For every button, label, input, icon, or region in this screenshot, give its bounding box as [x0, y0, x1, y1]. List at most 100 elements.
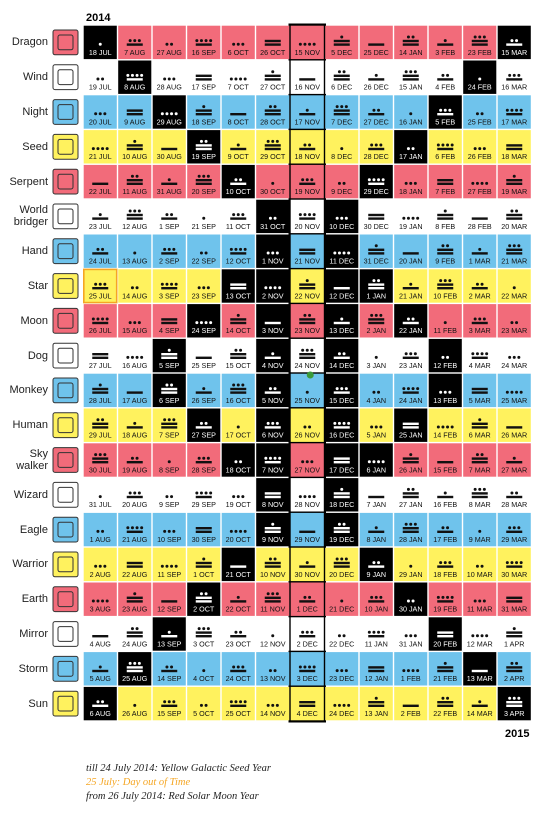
tone-dot [344, 105, 348, 109]
tone-dot [372, 390, 376, 394]
tone-dot [204, 703, 208, 707]
tone-dot [239, 178, 243, 182]
tone-numeral [340, 599, 344, 603]
tone-bar [195, 43, 212, 46]
day-cell [325, 338, 359, 373]
tone-bar [264, 565, 281, 568]
day-cell [290, 408, 324, 442]
tone-dot [370, 313, 374, 317]
tone-numeral [337, 634, 346, 638]
tone-dot [308, 143, 312, 147]
day-cell [152, 686, 186, 721]
day-cell [221, 199, 255, 234]
tone-numeral [229, 529, 247, 533]
tone-bar [333, 492, 350, 495]
tone-dot [480, 453, 484, 457]
tone-numeral [368, 696, 385, 707]
tone-numeral [264, 492, 281, 499]
tone-dot [163, 700, 167, 704]
tone-numeral [264, 70, 281, 81]
day-cell [83, 478, 117, 512]
tone-bar [161, 635, 178, 638]
day-cell [221, 234, 255, 268]
tone-dot [310, 460, 314, 464]
seal-glyph [57, 382, 74, 399]
tone-bar [368, 283, 385, 286]
tone-numeral [471, 282, 488, 290]
tone-numeral [475, 564, 484, 568]
tone-bar [195, 78, 212, 81]
tone-dot [172, 529, 176, 533]
tone-dot [404, 352, 408, 356]
tone-bar [126, 144, 143, 147]
tone-dot [480, 181, 484, 185]
tone-numeral [333, 35, 350, 46]
tone-dot [515, 661, 519, 665]
day-cell [359, 130, 393, 164]
tone-numeral [92, 282, 109, 290]
day-date: 20 OCT [226, 535, 252, 544]
tone-dot [308, 495, 312, 499]
tone-dot [377, 460, 381, 464]
tone-numeral [202, 216, 206, 220]
tone-bar [92, 252, 109, 255]
tone-dot [517, 355, 521, 359]
day-date: 3 APR [504, 709, 524, 718]
highlight-frame [83, 268, 118, 304]
tone-numeral [299, 78, 316, 81]
tone-numeral [436, 595, 454, 603]
day-date: 25 AUG [122, 674, 148, 683]
seal-name: Wind [22, 71, 48, 84]
tone-bar [161, 600, 178, 603]
tone-dot [342, 181, 346, 185]
tone-dot [239, 700, 243, 704]
tone-numeral [443, 321, 447, 325]
tone-bar [230, 565, 247, 568]
day-date: 12 AUG [122, 222, 148, 231]
tone-dot [271, 181, 275, 185]
tone-bar [264, 461, 281, 464]
tone-bar [333, 109, 350, 112]
day-cell [187, 269, 221, 303]
tone-bar [230, 147, 247, 151]
tone-dot [234, 700, 238, 704]
tone-dot [273, 216, 277, 220]
seal-glyph [57, 243, 74, 260]
day-date: 28 FEB [468, 222, 492, 231]
day-date: 1 FEB [401, 674, 421, 683]
tone-bar [92, 457, 109, 460]
tone-dot [303, 425, 307, 429]
tone-dot [473, 487, 477, 491]
tone-dot [519, 108, 523, 112]
tone-dot [340, 35, 344, 39]
tone-dot [172, 700, 176, 704]
day-cell [256, 130, 290, 164]
tone-dot [308, 595, 312, 599]
tone-bar [126, 461, 143, 464]
day-cell [394, 95, 428, 129]
day-cell [221, 547, 255, 582]
day-cell [359, 60, 393, 94]
day-date: 15 MAR [501, 48, 527, 57]
day-cell [256, 338, 290, 373]
tone-numeral [471, 35, 488, 46]
day-date: 5 OCT [193, 709, 215, 718]
tone-dot [441, 696, 445, 700]
tone-numeral [299, 561, 316, 568]
tone-bar [264, 147, 281, 151]
day-cell [394, 164, 428, 199]
tone-dot [512, 286, 516, 290]
tone-numeral [471, 453, 488, 464]
tone-dot [204, 491, 208, 495]
tone-bar [126, 666, 143, 669]
tone-bar [126, 43, 143, 46]
tone-dot [519, 561, 523, 565]
day-cell [187, 373, 221, 408]
tone-dot [140, 526, 144, 530]
tone-dot [374, 313, 378, 317]
tone-dot [239, 348, 243, 352]
day-date: 24 JUL [89, 257, 112, 266]
tone-dot [482, 317, 486, 321]
day-date: 15 OCT [226, 361, 252, 370]
tone-dot [402, 387, 406, 391]
